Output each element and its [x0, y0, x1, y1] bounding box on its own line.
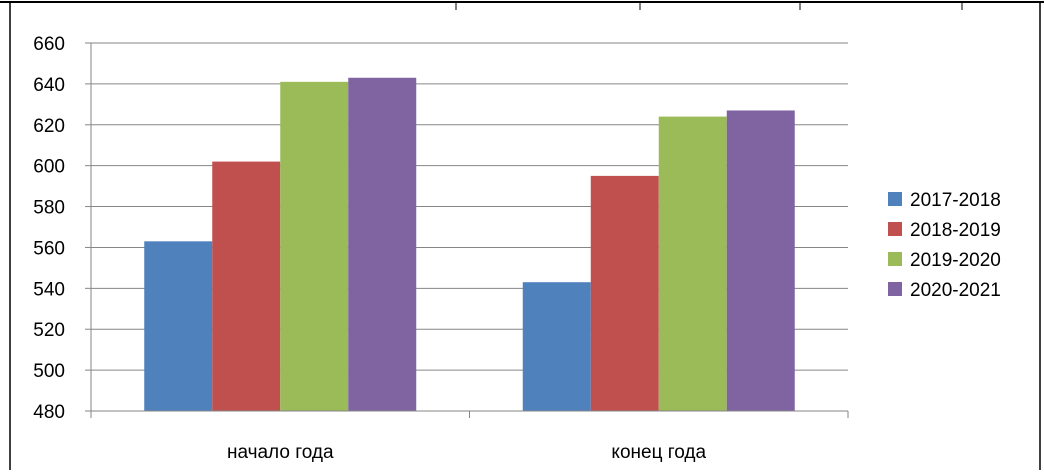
y-tick-label: 480	[33, 402, 65, 423]
bar-2017-2018-end	[522, 282, 591, 411]
axes	[85, 42, 849, 418]
legend-label: 2019-2020	[910, 250, 1001, 271]
legend-swatch-2019-2020	[888, 252, 902, 266]
bar-2020-2021-end	[726, 110, 795, 411]
legend: 2017-2018 2018-2019 2019-2020 2020-2021	[888, 190, 1001, 301]
y-tick-label: 540	[33, 279, 65, 300]
x-axis-tick-labels: начало года конец года	[227, 442, 707, 463]
bar-2018-2019-end	[590, 175, 659, 411]
legend-label: 2020-2021	[910, 280, 1001, 301]
bar-2020-2021-start	[348, 77, 417, 411]
legend-swatch-2018-2019	[888, 222, 902, 236]
legend-swatch-2017-2018	[888, 192, 902, 206]
x-tick-label: конец года	[611, 442, 706, 463]
bar-2018-2019-start	[212, 161, 281, 411]
y-tick-label: 600	[33, 157, 65, 178]
y-tick-label: 660	[33, 34, 65, 55]
y-tick-label: 580	[33, 198, 65, 219]
y-tick-label: 620	[33, 116, 65, 137]
bar-2019-2020-end	[658, 116, 727, 411]
x-tick-label: начало года	[227, 442, 334, 463]
y-tick-label: 560	[33, 238, 65, 259]
legend-swatch-2020-2021	[888, 282, 902, 296]
bar-2019-2020-start	[280, 81, 349, 411]
bar-2017-2018-start	[144, 241, 213, 411]
y-axis-tick-labels: 480 500 520 540 560 580 600 620 640 660	[33, 34, 65, 423]
y-tick-label: 640	[33, 75, 65, 96]
legend-label: 2017-2018	[910, 190, 1001, 211]
legend-label: 2018-2019	[910, 220, 1001, 241]
y-tick-label: 520	[33, 320, 65, 341]
y-tick-label: 500	[33, 361, 65, 382]
bars	[144, 77, 795, 411]
